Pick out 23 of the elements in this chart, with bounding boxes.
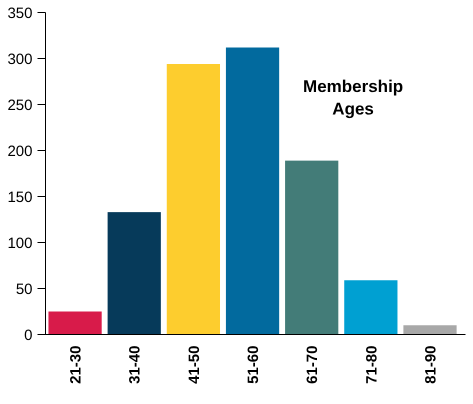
bar [344,280,398,334]
bar [108,212,161,334]
bar [403,325,457,334]
y-tick-label: 0 [24,327,32,344]
bar [226,47,280,334]
x-tick-label: 41-50 [186,345,203,384]
y-tick-label: 150 [7,189,33,206]
text: Membership Ages [303,76,404,119]
y-tick-label: 300 [7,51,33,68]
x-tick-label: 51-60 [245,345,262,384]
x-tick-label: 71-80 [363,345,380,384]
y-tick-label: 350 [7,5,33,22]
x-tick-label: 21-30 [68,345,85,384]
y-tick-label: 100 [7,235,33,252]
bar [166,64,220,334]
x-tick-label: 61-70 [304,345,322,384]
y-tick-label: 200 [7,143,33,160]
y-tick-label: 50 [16,281,33,298]
x-tick-label: 31-40 [126,345,144,384]
bar [48,312,102,334]
bar [285,160,338,334]
x-tick-label: 81-90 [422,345,440,384]
y-tick-label: 250 [7,97,33,114]
